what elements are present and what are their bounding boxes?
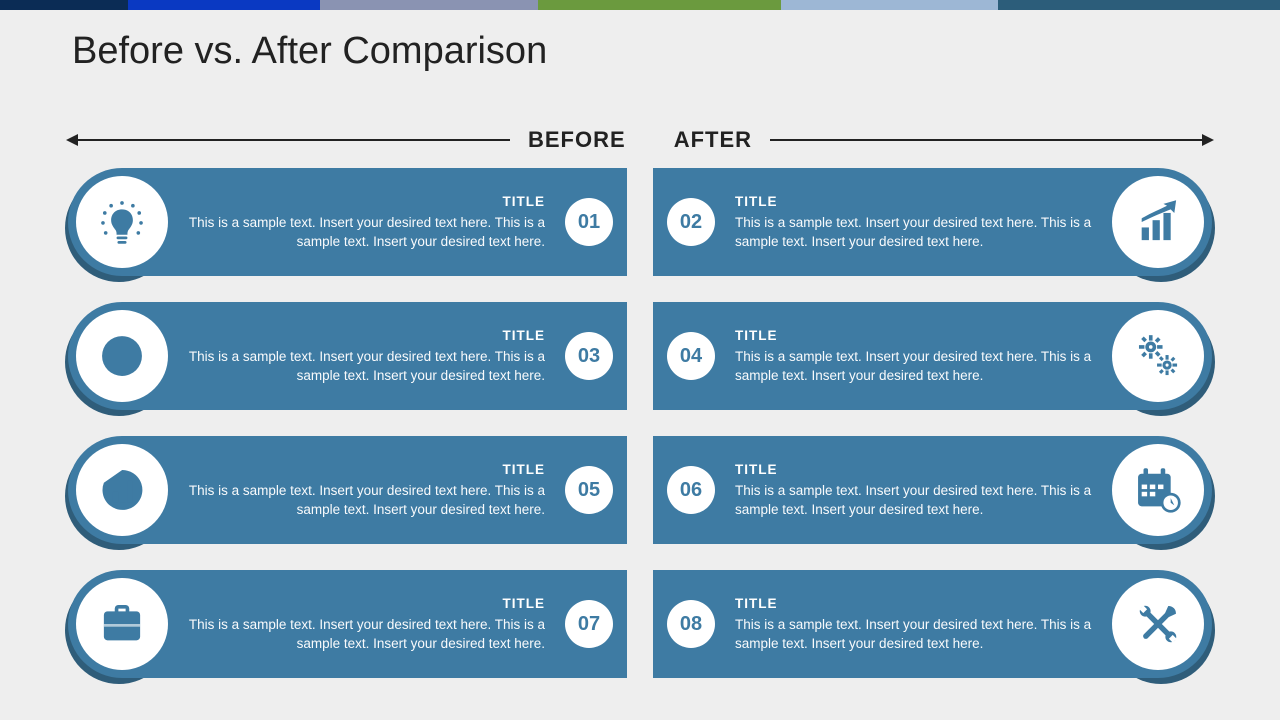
card-desc: This is a sample text. Insert your desir…: [735, 348, 1098, 384]
card-pill: TITLE This is a sample text. Insert your …: [68, 168, 627, 276]
arrow-right: [770, 139, 1212, 141]
after-card: TITLE This is a sample text. Insert your …: [653, 436, 1212, 544]
before-card: TITLE This is a sample text. Insert your …: [68, 302, 627, 410]
after-label: AFTER: [674, 127, 752, 153]
card-pill: TITLE This is a sample text. Insert your …: [68, 302, 627, 410]
strip-seg-6: [998, 0, 1280, 10]
card-desc: This is a sample text. Insert your desir…: [182, 482, 545, 518]
card-number: 03: [565, 332, 613, 380]
card-pill: TITLE This is a sample text. Insert your …: [653, 436, 1212, 544]
card-number: 07: [565, 600, 613, 648]
strip-seg-2: [128, 0, 320, 10]
card-number: 05: [565, 466, 613, 514]
card-title: TITLE: [735, 595, 1098, 613]
card-desc: This is a sample text. Insert your desir…: [182, 348, 545, 384]
card-number: 04: [667, 332, 715, 380]
card-number: 06: [667, 466, 715, 514]
card-title: TITLE: [735, 461, 1098, 479]
before-card: TITLE This is a sample text. Insert your …: [68, 168, 627, 276]
card-pill: TITLE This is a sample text. Insert your …: [653, 168, 1212, 276]
before-column: TITLE This is a sample text. Insert your …: [68, 168, 627, 700]
pie-bar-chart-icon: [76, 444, 168, 536]
card-number: 08: [667, 600, 715, 648]
comparison-header: BEFORE AFTER: [68, 125, 1212, 155]
before-card: TITLE This is a sample text. Insert your …: [68, 436, 627, 544]
card-text: TITLE This is a sample text. Insert your …: [729, 193, 1104, 251]
card-pill: TITLE This is a sample text. Insert your …: [653, 302, 1212, 410]
globe-network-icon: [76, 310, 168, 402]
card-desc: This is a sample text. Insert your desir…: [735, 616, 1098, 652]
card-number: 02: [667, 198, 715, 246]
card-title: TITLE: [735, 193, 1098, 211]
lightbulb-icon: [76, 176, 168, 268]
card-desc: This is a sample text. Insert your desir…: [735, 214, 1098, 250]
card-title: TITLE: [182, 461, 545, 479]
after-card: TITLE This is a sample text. Insert your …: [653, 570, 1212, 678]
gears-icon: [1112, 310, 1204, 402]
before-label: BEFORE: [528, 127, 626, 153]
tools-icon: [1112, 578, 1204, 670]
card-text: TITLE This is a sample text. Insert your …: [729, 461, 1104, 519]
after-column: TITLE This is a sample text. Insert your …: [653, 168, 1212, 700]
card-pill: TITLE This is a sample text. Insert your …: [68, 570, 627, 678]
card-text: TITLE This is a sample text. Insert your …: [176, 327, 551, 385]
strip-seg-3: [320, 0, 538, 10]
card-title: TITLE: [182, 327, 545, 345]
card-desc: This is a sample text. Insert your desir…: [735, 482, 1098, 518]
card-desc: This is a sample text. Insert your desir…: [182, 214, 545, 250]
top-color-strip: [0, 0, 1280, 10]
card-title: TITLE: [182, 193, 545, 211]
arrow-left: [68, 139, 510, 141]
strip-seg-4: [538, 0, 781, 10]
card-number: 01: [565, 198, 613, 246]
briefcase-icon: [76, 578, 168, 670]
calendar-check-icon: [1112, 444, 1204, 536]
comparison-columns: TITLE This is a sample text. Insert your …: [68, 168, 1212, 700]
card-text: TITLE This is a sample text. Insert your …: [176, 595, 551, 653]
card-title: TITLE: [182, 595, 545, 613]
before-card: TITLE This is a sample text. Insert your …: [68, 570, 627, 678]
after-card: TITLE This is a sample text. Insert your …: [653, 302, 1212, 410]
card-pill: TITLE This is a sample text. Insert your …: [68, 436, 627, 544]
card-title: TITLE: [735, 327, 1098, 345]
page-title: Before vs. After Comparison: [72, 30, 547, 73]
card-text: TITLE This is a sample text. Insert your …: [176, 461, 551, 519]
card-text: TITLE This is a sample text. Insert your …: [729, 595, 1104, 653]
after-card: TITLE This is a sample text. Insert your …: [653, 168, 1212, 276]
growth-chart-icon: [1112, 176, 1204, 268]
card-desc: This is a sample text. Insert your desir…: [182, 616, 545, 652]
strip-seg-5: [781, 0, 999, 10]
card-pill: TITLE This is a sample text. Insert your …: [653, 570, 1212, 678]
strip-seg-1: [0, 0, 128, 10]
card-text: TITLE This is a sample text. Insert your …: [729, 327, 1104, 385]
card-text: TITLE This is a sample text. Insert your …: [176, 193, 551, 251]
